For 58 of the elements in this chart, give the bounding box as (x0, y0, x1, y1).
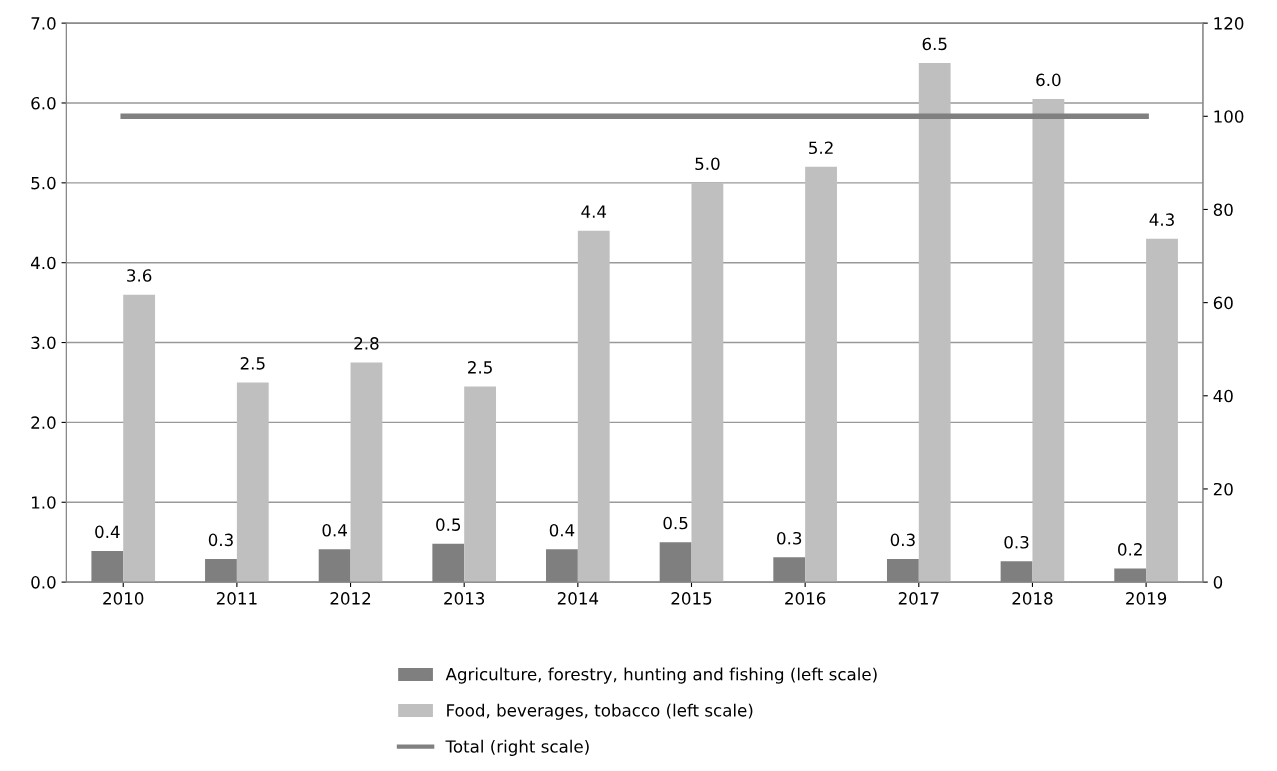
legend-label: Total (right scale) (445, 739, 589, 756)
x-tick-label: 2015 (671, 592, 712, 605)
y-tick-label: 4.0 (30, 256, 56, 270)
bar (1146, 238, 1178, 583)
bar (691, 182, 724, 583)
y2-tick-label: 0 (1213, 576, 1223, 589)
y2-tick-label: 100 (1214, 110, 1244, 123)
y2-tick-label: 120 (1214, 17, 1244, 30)
y2-tick-label: 60 (1213, 296, 1233, 310)
x-tick-label: 2010 (103, 592, 144, 605)
x-tick-label: 2016 (785, 592, 826, 605)
x-tick-label: 2019 (1126, 592, 1167, 605)
legend-label: Agriculture, forestry, hunting and fishing (left scale) (445, 667, 877, 684)
bar (236, 382, 269, 583)
y-tick-label: 5.0 (31, 176, 56, 190)
x-tick-label: 2018 (1012, 592, 1053, 605)
y-tick-label: 2.0 (31, 416, 56, 429)
data-label: 0.4 (549, 523, 575, 537)
bar (918, 63, 951, 583)
data-label: 0.3 (208, 533, 233, 547)
x-tick-label: 2013 (444, 592, 485, 605)
bar (577, 230, 610, 583)
data-label: 0.4 (95, 525, 120, 539)
y-tick-label: 7.0 (31, 17, 56, 30)
y2-tick-label: 80 (1213, 203, 1233, 217)
x-tick-label: 2017 (898, 592, 939, 605)
data-label: 5.0 (695, 157, 720, 171)
data-label: 2.8 (354, 337, 379, 350)
data-label: 2.5 (468, 361, 492, 374)
data-label: 0.5 (663, 516, 688, 530)
x-tick-label: 2012 (330, 592, 371, 605)
data-label: 6.5 (922, 37, 947, 51)
data-label: 0.4 (322, 523, 347, 537)
y-tick-label: 3.0 (31, 336, 56, 350)
x-tick-label: 2011 (216, 592, 257, 605)
y-tick-label: 0.0 (31, 576, 56, 589)
y2-tick-label: 40 (1213, 389, 1233, 403)
bar (350, 362, 383, 583)
data-label: 5.2 (809, 141, 833, 155)
data-label: 0.5 (436, 518, 461, 531)
bar (1032, 98, 1065, 583)
y-tick-label: 1.0 (32, 496, 56, 509)
data-label: 6.0 (1036, 73, 1061, 87)
data-label: 0.3 (1004, 535, 1029, 549)
data-label: 0.3 (777, 531, 802, 545)
y2-tick-label: 20 (1213, 482, 1233, 496)
data-label: 0.3 (890, 533, 915, 547)
bar (805, 166, 837, 583)
bar (464, 386, 497, 583)
bar (123, 294, 156, 583)
data-label: 2.5 (240, 357, 265, 370)
data-label: 4.4 (581, 205, 607, 218)
y-tick-label: 6.0 (31, 96, 56, 110)
data-label: 4.3 (1149, 213, 1174, 226)
x-tick-label: 2014 (557, 592, 599, 605)
data-label: 0.2 (1118, 543, 1142, 556)
data-label: 3.6 (127, 269, 152, 282)
legend-label: Food, beverages, tobacco (left scale) (447, 703, 753, 720)
